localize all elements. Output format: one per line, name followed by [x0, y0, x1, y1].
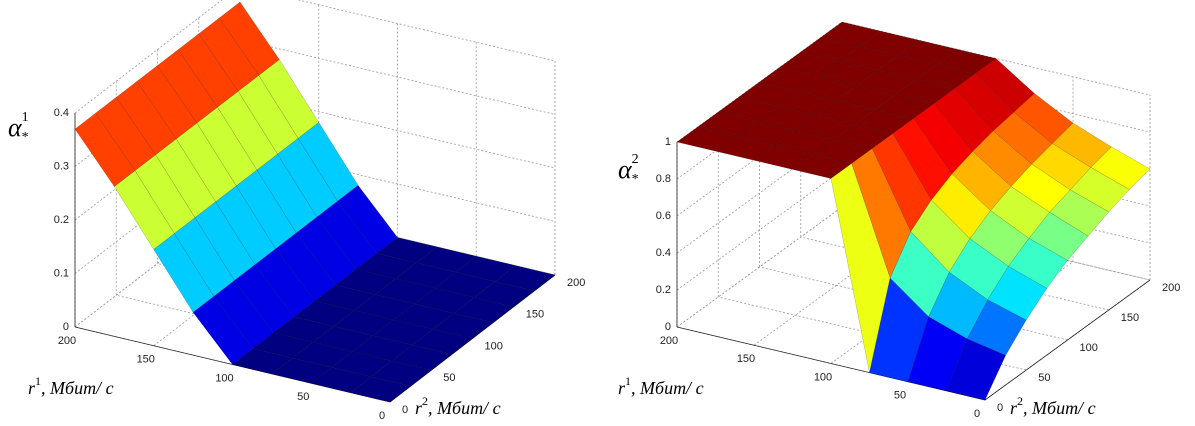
- z-label-sup: 2: [632, 152, 639, 167]
- z-tick-label: 0.4: [54, 107, 69, 119]
- x-tick-label: 150: [137, 354, 155, 366]
- x-tick-label: 200: [660, 335, 678, 347]
- x-tick-label: 200: [58, 335, 76, 347]
- z-label-symbol: α: [8, 113, 23, 142]
- y-axis-label: r2, Мбит/ с: [415, 394, 501, 418]
- x-axis-label: r1, Мбит/ с: [28, 374, 114, 398]
- z-tick-label: 0.3: [54, 160, 69, 172]
- grid-line: [74, 0, 223, 114]
- z-label-symbol: α: [618, 155, 633, 184]
- surface-patch: [192, 296, 254, 365]
- z-axis-label: α* 1: [8, 110, 29, 145]
- surface-patch: [946, 338, 1006, 401]
- label-variable: r: [415, 398, 423, 418]
- surface-patch: [295, 216, 357, 286]
- z-label-sub: *: [22, 130, 29, 145]
- x-tick-label: 50: [297, 391, 309, 403]
- y-tick-label: 200: [1162, 282, 1180, 294]
- surface-patch: [316, 200, 378, 270]
- surface-patch: [869, 277, 929, 383]
- surface-patch: [271, 357, 333, 384]
- surface-patch: [1028, 211, 1089, 261]
- z-tick-label: 0.2: [656, 284, 671, 296]
- z-tick-label: 1: [665, 136, 671, 148]
- label-variable: r: [618, 378, 626, 398]
- y-tick-label: 0: [402, 404, 408, 416]
- x-tick-label: 0: [974, 408, 980, 420]
- z-label-sup: 1: [22, 110, 29, 125]
- x-axis: [676, 326, 986, 401]
- x-tick-label: 50: [894, 390, 906, 402]
- z-tick-label: 0.4: [656, 247, 671, 259]
- label-unit: , Мбит/ с: [631, 378, 704, 398]
- grid-line: [297, 0, 556, 62]
- surface-patch: [153, 233, 215, 313]
- label-variable: r: [1010, 398, 1018, 418]
- surface-patch: [1090, 146, 1151, 190]
- label-sup: 1: [625, 374, 631, 388]
- z-tick-label: 0: [63, 321, 69, 333]
- surface-patch: [1049, 189, 1110, 237]
- z-tick-label: 0.8: [656, 173, 671, 185]
- x-tick-label: 0: [379, 410, 385, 422]
- y-tick-label: 150: [1121, 312, 1139, 324]
- z-tick-label: 0.1: [54, 267, 69, 279]
- label-unit: , Мбит/ с: [1023, 398, 1096, 418]
- label-sup: 2: [1017, 394, 1023, 408]
- y-tick-label: 100: [485, 340, 503, 352]
- x-axis-label: r1, Мбит/ с: [618, 374, 704, 398]
- y-tick-label: 200: [567, 277, 585, 289]
- z-axis-label: α* 2: [618, 152, 639, 187]
- y-axis-label: r2, Мбит/ с: [1010, 394, 1096, 418]
- surface-patch: [1069, 167, 1130, 213]
- y-tick-label: 150: [526, 309, 544, 321]
- z-tick-label: 0: [665, 321, 671, 333]
- surface-patch: [1031, 143, 1092, 191]
- label-sup: 2: [422, 394, 428, 408]
- surface-patch: [310, 367, 372, 393]
- y-tick-label: 0: [997, 402, 1003, 414]
- label-unit: , Мбит/ с: [41, 378, 114, 398]
- x-tick-label: 100: [215, 372, 233, 384]
- y-axis: [984, 279, 1151, 401]
- z-tick-label: 0.6: [656, 210, 671, 222]
- surface-patch: [157, 49, 218, 124]
- surface-patch: [231, 348, 294, 375]
- grid-line: [800, 236, 1109, 311]
- y-tick-label: 100: [1080, 342, 1098, 354]
- label-variable: r: [28, 378, 36, 398]
- x-tick-label: 100: [814, 371, 832, 383]
- label-unit: , Мбит/ с: [428, 398, 501, 418]
- y-tick-label: 50: [1038, 372, 1050, 384]
- y-tick-label: 50: [443, 372, 455, 384]
- label-sup: 1: [35, 374, 41, 388]
- surface-patch: [350, 376, 412, 403]
- z-label-sub: *: [632, 172, 639, 187]
- z-tick-label: 0.2: [54, 214, 69, 226]
- grid-line: [841, 206, 1151, 281]
- x-tick-label: 150: [737, 353, 755, 365]
